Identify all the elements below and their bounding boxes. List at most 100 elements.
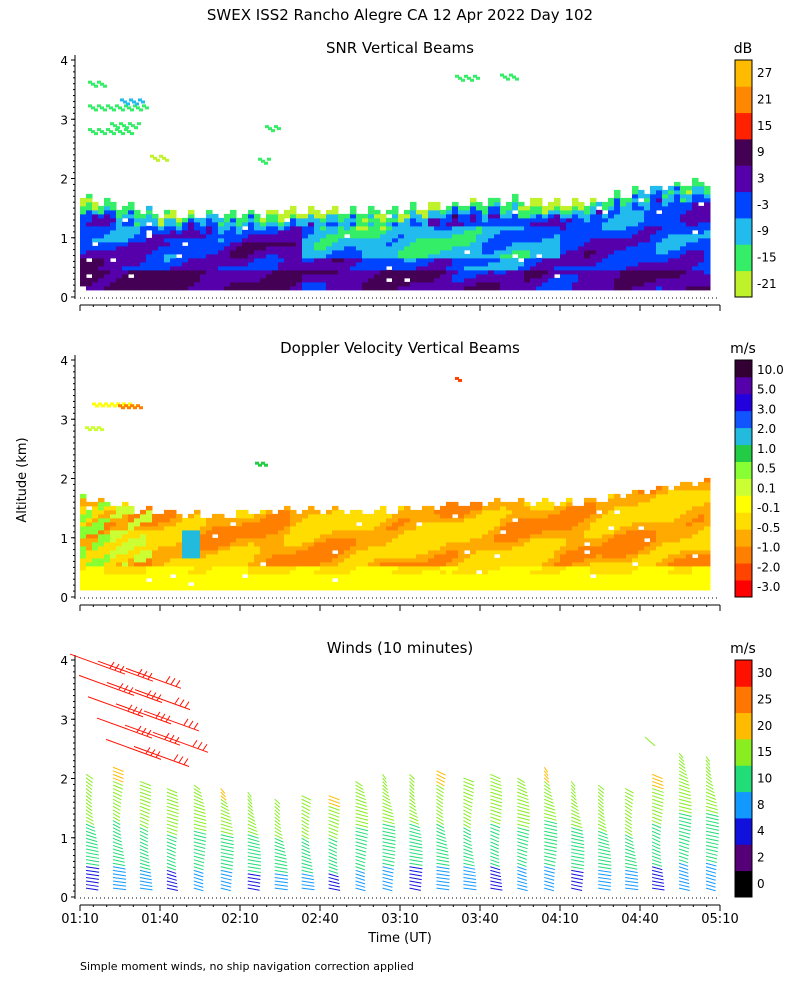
velocity-cell [128, 577, 135, 583]
snr-cell [578, 249, 585, 255]
snr-cell [116, 225, 123, 231]
velocity-cell [662, 561, 669, 567]
snr-cell [188, 213, 195, 219]
velocity-cell [626, 497, 633, 503]
velocity-cell [326, 565, 333, 571]
snr-cell [140, 265, 147, 271]
velocity-cell [536, 517, 543, 523]
velocity-cell [85, 426, 89, 430]
velocity-cell [650, 581, 657, 587]
velocity-cell [686, 501, 693, 507]
snr-cell [452, 273, 459, 279]
snr-cell [536, 233, 543, 239]
velocity-cell [632, 569, 639, 575]
snr-cell [626, 201, 633, 207]
snr-cell [518, 265, 525, 271]
snr-cell [290, 269, 297, 275]
snr-cell [500, 221, 507, 227]
velocity-cell [578, 541, 585, 547]
snr-cell [476, 229, 483, 235]
velocity-cell [704, 541, 711, 547]
velocity-cell [692, 525, 699, 531]
snr-cell [368, 229, 375, 235]
snr-cell [116, 265, 123, 271]
snr-cell [254, 249, 261, 255]
velocity-cell [242, 585, 249, 591]
snr-cell [386, 253, 393, 259]
velocity-cell [578, 529, 585, 535]
velocity-cell [668, 517, 675, 523]
velocity-cell [680, 529, 687, 535]
snr-cell [320, 281, 327, 287]
snr-cell [374, 261, 381, 267]
snr-cell [686, 269, 693, 275]
velocity-cell [674, 577, 681, 583]
snr-cell [110, 217, 117, 223]
snr-cell [596, 233, 603, 239]
velocity-cell [158, 577, 165, 583]
velocity-cell [404, 585, 411, 591]
snr-cell [686, 189, 693, 195]
snr-cell [332, 213, 339, 219]
snr-cell [686, 241, 693, 247]
snr-cell [494, 225, 501, 231]
snr-cell [644, 205, 651, 211]
velocity-cell [100, 428, 104, 432]
snr-cell [560, 237, 567, 243]
snr-cell [134, 285, 141, 291]
snr-cell [470, 197, 477, 203]
velocity-cell [506, 505, 513, 511]
snr-cell [212, 241, 219, 247]
snr-cell [332, 205, 339, 211]
velocity-cell [434, 553, 441, 559]
velocity-cell [134, 557, 141, 563]
snr-cell [584, 245, 591, 251]
velocity-cell [152, 573, 159, 579]
velocity-cell [692, 541, 699, 547]
velocity-cell [182, 545, 189, 551]
figure-title: SWEX ISS2 Rancho Alegre CA 12 Apr 2022 D… [207, 6, 593, 24]
snr-cell [422, 229, 429, 235]
velocity-cell [698, 545, 705, 551]
velocity-cell [236, 509, 243, 515]
velocity-cell [668, 549, 675, 555]
snr-cell [566, 233, 573, 239]
velocity-cell [692, 489, 699, 495]
velocity-cell [272, 581, 279, 587]
velocity-cell [224, 533, 231, 539]
velocity-cell [644, 493, 651, 499]
snr-cell [116, 237, 123, 243]
snr-cell [182, 245, 189, 251]
snr-cell [428, 245, 435, 251]
snr-cell [200, 217, 207, 223]
snr-cell [656, 269, 663, 275]
velocity-cell [560, 557, 567, 563]
snr-cell [254, 277, 261, 283]
snr-cell [482, 249, 489, 255]
snr-cell [476, 273, 483, 279]
velocity-cell [104, 525, 111, 531]
snr-cell [326, 281, 333, 287]
velocity-cell [662, 525, 669, 531]
snr-cell [626, 217, 633, 223]
velocity-cell [278, 573, 285, 579]
snr-cell [404, 213, 411, 219]
colorbar-tick-label: -0.1 [757, 501, 780, 515]
velocity-cell [170, 537, 177, 543]
snr-cell [548, 237, 555, 243]
snr-cell [680, 233, 687, 239]
snr-cell [590, 209, 597, 215]
snr-cell [578, 237, 585, 243]
snr-cell [236, 257, 243, 263]
snr-cell [668, 197, 675, 203]
snr-cell [188, 261, 195, 267]
snr-cell [260, 233, 267, 239]
velocity-cell [698, 529, 705, 535]
velocity-cell [518, 565, 525, 571]
snr-cell [698, 229, 705, 235]
colorbar-tick-label: -3 [757, 198, 769, 212]
snr-cell [608, 281, 615, 287]
velocity-cell [86, 537, 93, 543]
velocity-cell [182, 577, 189, 583]
snr-cell [116, 213, 123, 219]
